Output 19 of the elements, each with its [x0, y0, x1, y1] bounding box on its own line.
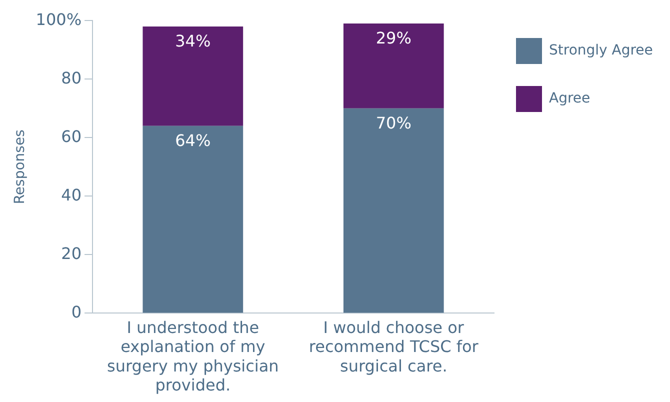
data-label: 70% — [376, 114, 412, 133]
y-tick-label: 40 — [61, 185, 82, 204]
y-axis-title: Responses — [12, 130, 28, 204]
x-tick-label: I understood the explanation of my surgery my physician provided. — [107, 318, 279, 395]
x-tick-label: I would choose or recommend TCSC for surgical care. — [308, 318, 479, 376]
y-tick-label: 100% — [36, 10, 82, 29]
y-tick-label: 0 — [71, 302, 82, 322]
legend-label: Strongly Agree — [549, 42, 653, 59]
data-label: 64% — [175, 131, 211, 150]
bar — [343, 108, 444, 313]
bar — [343, 24, 444, 108]
data-label: 29% — [376, 28, 412, 48]
data-label: 34% — [175, 32, 211, 51]
y-tick-label: 80 — [61, 68, 82, 88]
legend-label: Agree — [549, 90, 590, 107]
y-tick-label: 60 — [61, 126, 82, 146]
bar — [142, 126, 244, 313]
y-tick-label: 20 — [61, 244, 82, 263]
bar — [142, 26, 244, 126]
